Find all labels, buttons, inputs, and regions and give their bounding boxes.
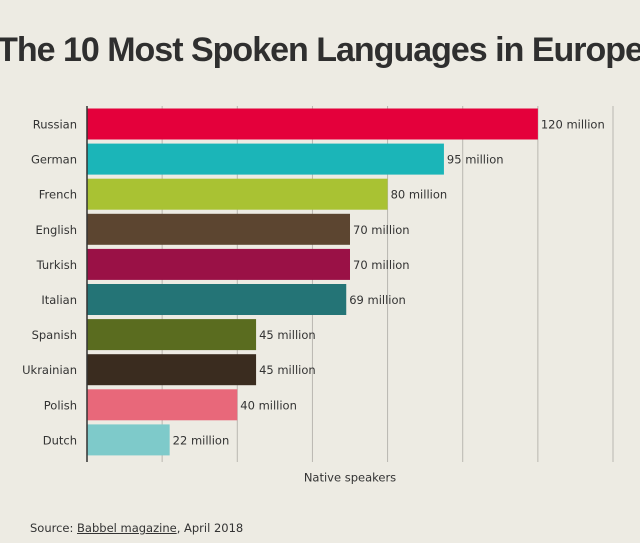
bar	[87, 354, 257, 386]
value-label: 69 million	[349, 293, 406, 307]
y-tick-label: Italian	[41, 293, 77, 307]
source-note: Source: Babbel magazine, April 2018	[30, 521, 243, 535]
value-label: 22 million	[173, 433, 230, 447]
source-link[interactable]: Babbel magazine	[77, 521, 177, 535]
bar	[87, 213, 350, 245]
y-tick-label: Polish	[44, 398, 77, 412]
y-tick-label: French	[39, 188, 77, 202]
bar	[87, 284, 347, 315]
bar	[87, 389, 238, 421]
value-label: 45 million	[259, 328, 316, 342]
y-tick-label: German	[31, 153, 77, 167]
value-label: 45 million	[259, 363, 316, 377]
source-prefix: Source:	[30, 521, 78, 535]
y-tick-label: Dutch	[43, 433, 77, 447]
bar	[87, 319, 257, 351]
bar	[87, 108, 538, 140]
value-label: 70 million	[353, 223, 410, 237]
bar	[87, 178, 388, 210]
x-axis-label: Native speakers	[304, 471, 396, 485]
value-label: 120 million	[541, 118, 605, 132]
bar	[87, 424, 170, 456]
y-tick-label: English	[35, 223, 77, 237]
chart-title: The 10 Most Spoken Languages in Europe	[0, 31, 640, 69]
value-label: 80 million	[391, 188, 448, 202]
value-label: 70 million	[353, 258, 410, 272]
bar	[87, 143, 444, 175]
y-tick-label: Spanish	[32, 328, 77, 342]
value-label: 95 million	[447, 153, 504, 167]
y-tick-label: Turkish	[36, 258, 77, 272]
y-tick-label: Russian	[33, 118, 77, 132]
bar	[87, 248, 350, 280]
y-tick-label: Ukrainian	[22, 363, 77, 377]
value-label: 40 million	[240, 398, 297, 412]
source-suffix: , April 2018	[176, 521, 244, 535]
